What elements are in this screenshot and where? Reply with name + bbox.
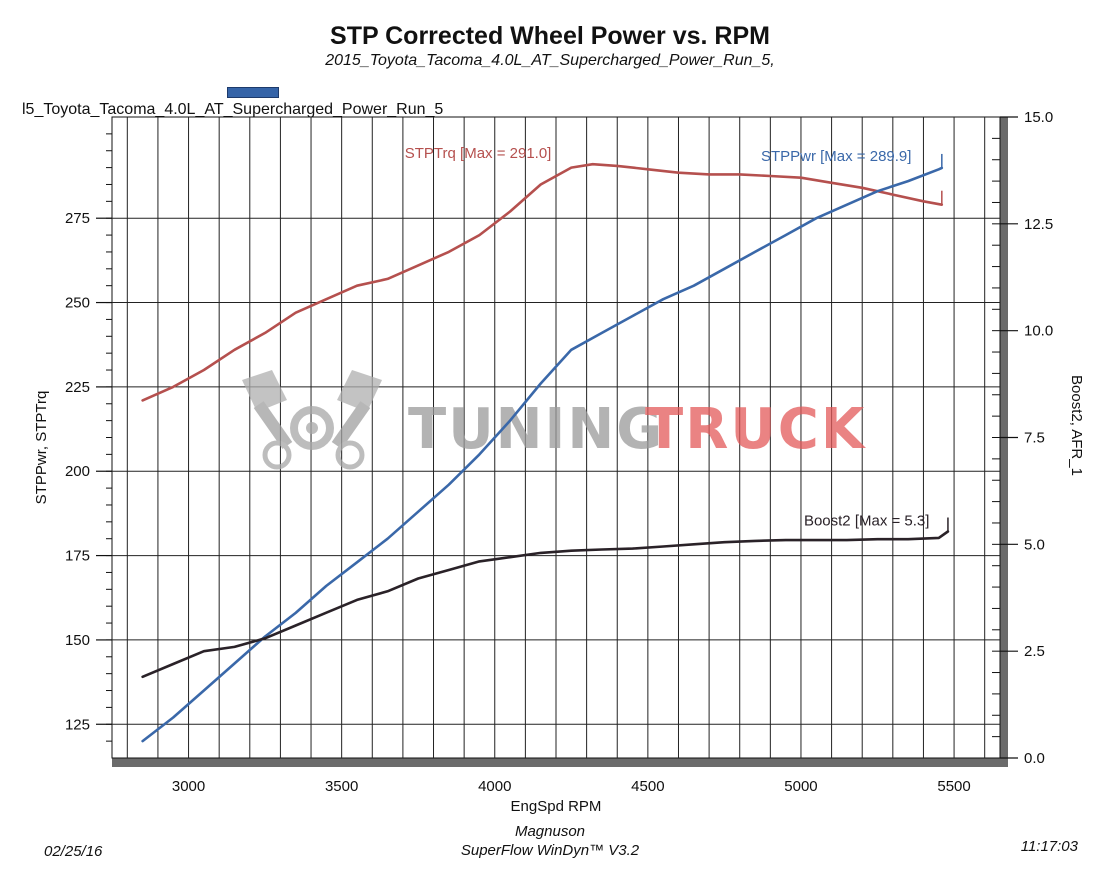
legend-swatch bbox=[227, 87, 279, 98]
y-tick-label: 225 bbox=[65, 379, 90, 396]
watermark-text-1: TUNING bbox=[408, 397, 664, 462]
y-tick-label: 150 bbox=[65, 632, 90, 649]
chart-subtitle: 2015_Toyota_Tacoma_4.0L_AT_Supercharged_… bbox=[325, 52, 775, 69]
chart-title: STP Corrected Wheel Power vs. RPM bbox=[330, 22, 770, 50]
y2-tick-label: 2.5 bbox=[1024, 643, 1045, 660]
x-tick-label: 3500 bbox=[325, 778, 358, 795]
y-tick-label: 200 bbox=[65, 463, 90, 480]
x-tick-label: 4000 bbox=[478, 778, 511, 795]
shadow-bottom bbox=[112, 758, 1008, 767]
footer-brand-line1: Magnuson bbox=[514, 823, 586, 840]
grid bbox=[112, 117, 1000, 758]
legend-label: l5_Toyota_Tacoma_4.0L_AT_Supercharged_Po… bbox=[22, 101, 444, 118]
x-tick-label: 5500 bbox=[937, 778, 970, 795]
y2-tick-label: 7.5 bbox=[1024, 430, 1045, 447]
watermark: TUNING TRUCK bbox=[242, 370, 867, 470]
series-label-stppwr: STPPwr [Max = 289.9] bbox=[761, 148, 911, 165]
y2-tick-label: 12.5 bbox=[1024, 216, 1053, 233]
y-tick-label: 175 bbox=[65, 548, 90, 565]
x-tick-label: 5000 bbox=[784, 778, 817, 795]
y-tick-label: 125 bbox=[65, 716, 90, 733]
footer-brand-line2: SuperFlow WinDyn™ V3.2 bbox=[460, 842, 640, 859]
series-line-stptrq bbox=[141, 162, 944, 402]
x-axis-title: EngSpd RPM bbox=[511, 798, 602, 815]
y2-axis-title: Boost2, AFR_1 bbox=[1068, 375, 1085, 476]
y-tick-label: 250 bbox=[65, 295, 90, 312]
footer-time: 11:17:03 bbox=[1020, 838, 1078, 855]
chart-shadow bbox=[112, 117, 1008, 767]
y2-tick-label: 10.0 bbox=[1024, 323, 1053, 340]
y2-tick-label: 15.0 bbox=[1024, 109, 1053, 126]
series-lines: STPTrq [Max = 291.0] STPPwr [Max = 289.9]… bbox=[141, 145, 950, 743]
axes: 125 150 175 200 225 250 275 0.0 2.5 5.0 7.5 10.0 12.… bbox=[33, 109, 1085, 815]
x-tick-label: 3000 bbox=[172, 778, 205, 795]
x-tick-label: 4500 bbox=[631, 778, 664, 795]
shadow-right bbox=[1000, 117, 1008, 767]
series-label-boost2: Boost2 [Max = 5.3] bbox=[804, 513, 930, 530]
y-axis-title: STPPwr, STPTrq bbox=[33, 391, 50, 505]
y2-tick-label: 5.0 bbox=[1024, 536, 1045, 553]
y2-tick-label: 0.0 bbox=[1024, 750, 1045, 767]
watermark-text-2: TRUCK bbox=[645, 397, 867, 462]
y-tick-label: 275 bbox=[65, 210, 90, 227]
series-line-stppwr bbox=[141, 166, 944, 743]
series-line-boost2 bbox=[141, 530, 950, 679]
footer-date: 02/25/16 bbox=[44, 843, 103, 860]
series-label-stptrq: STPTrq [Max = 291.0] bbox=[405, 145, 552, 162]
watermark-logo-icon bbox=[242, 370, 382, 470]
footer-brand: Magnuson SuperFlow WinDyn™ V3.2 bbox=[0, 822, 1100, 860]
